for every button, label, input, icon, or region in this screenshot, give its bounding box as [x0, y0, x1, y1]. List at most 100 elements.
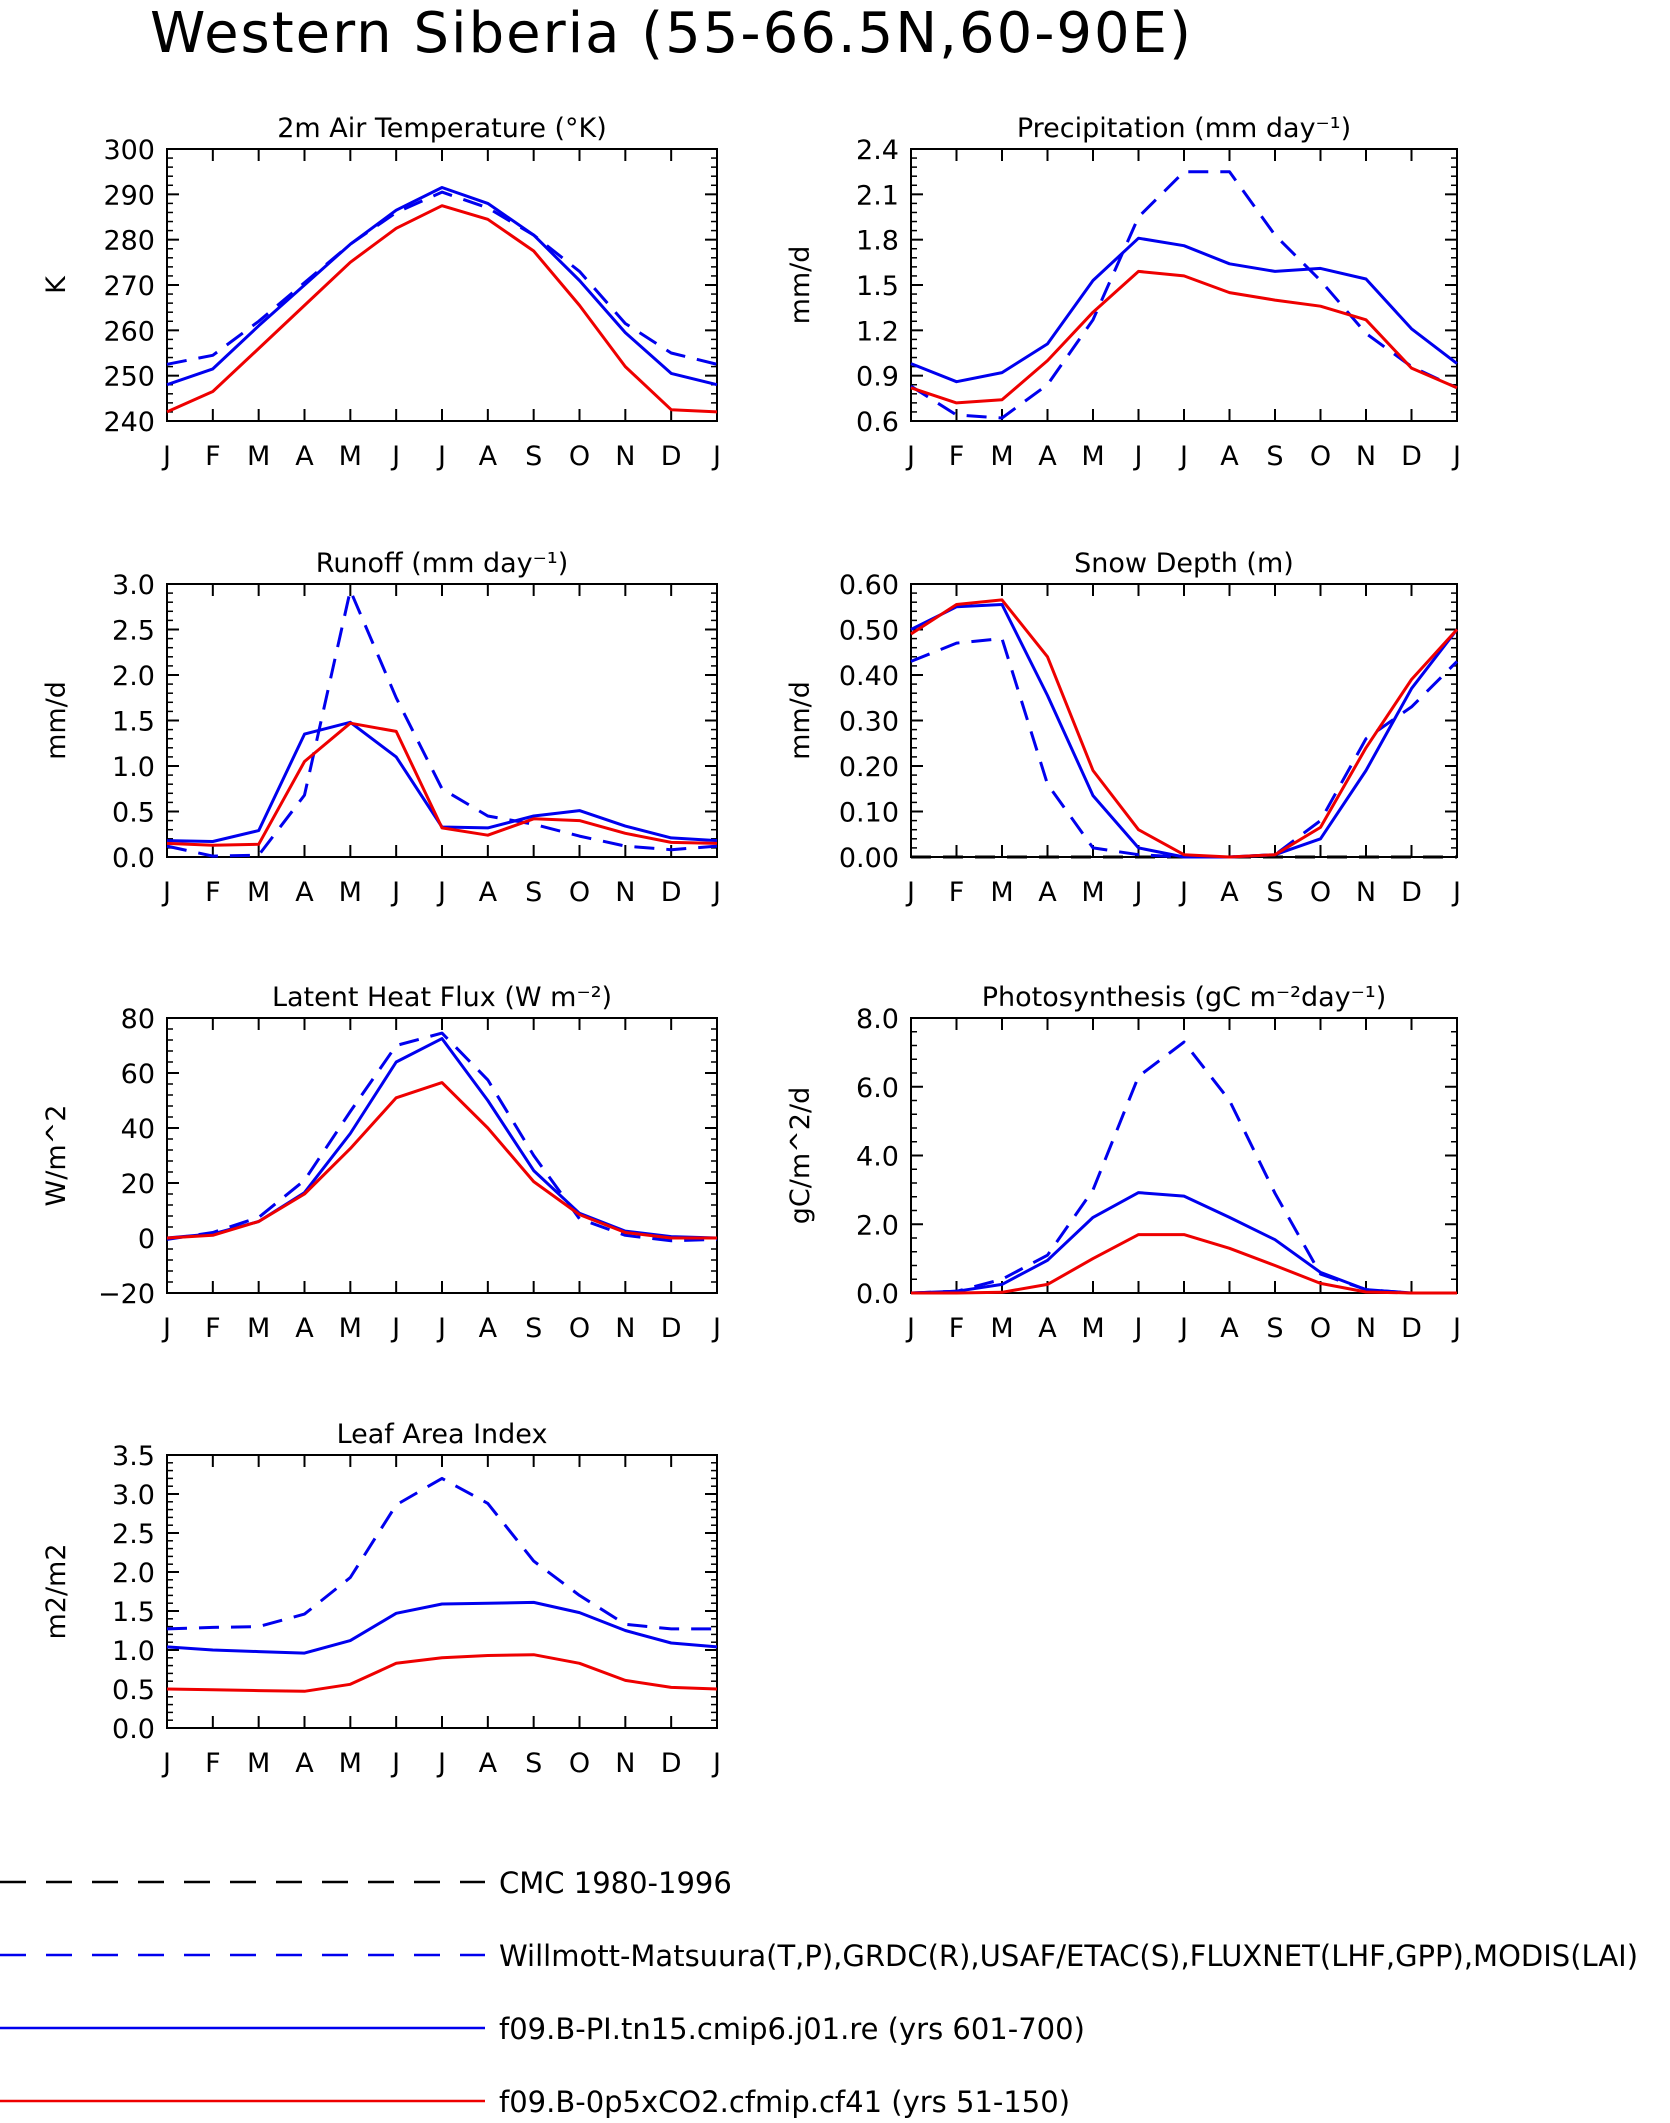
y-tick-label: 2.0 — [856, 1210, 899, 1241]
series-line-f09-b-solid — [911, 1233, 1457, 1295]
plot-frame — [910, 583, 1458, 858]
y-axis-label: mm/d — [785, 246, 816, 325]
x-tick-label: J — [711, 1748, 721, 1779]
y-tick-label: 0.10 — [839, 798, 899, 829]
x-tick-label: M — [1081, 877, 1104, 908]
chart-title: Leaf Area Index — [337, 1419, 548, 1450]
x-tick-label: N — [615, 1313, 635, 1344]
x-tick-label: J — [1451, 877, 1461, 908]
series-line-willmott-matsuura-dashed — [910, 1040, 1457, 1295]
x-tick-label: F — [949, 441, 965, 472]
x-tick-label: M — [339, 877, 362, 908]
y-tick-label: 290 — [103, 180, 155, 211]
x-tick-label: M — [1081, 441, 1104, 472]
x-tick-label: J — [161, 441, 171, 472]
plot-frame — [910, 1017, 1458, 1294]
y-tick-label: 20 — [121, 1169, 155, 1200]
x-tick-label: J — [436, 441, 446, 472]
y-tick-label: 0.9 — [856, 362, 899, 393]
chart-2m-air-temperature: 2m Air Temperature (°K) 240 250 260 270 280 29… — [41, 113, 721, 472]
y-tick-label: 0.0 — [856, 1279, 899, 1310]
x-tick-label: N — [1356, 441, 1376, 472]
y-axis-label: W/m^2 — [41, 1105, 72, 1207]
y-tick-label: 270 — [103, 271, 155, 302]
y-tick-label: 2.5 — [112, 616, 155, 647]
y-tick-label: 60 — [121, 1059, 155, 1090]
x-tick-label: N — [615, 877, 635, 908]
x-tick-label: J — [711, 441, 721, 472]
x-tick-label: J — [390, 441, 400, 472]
x-tick-label: S — [1266, 441, 1283, 472]
x-tick-label: J — [1178, 877, 1188, 908]
series-line-f09-b-solid — [166, 1600, 718, 1655]
chart-snow-depth-m: Snow Depth (m) 0.00 0.10 0.20 0.30 0.40 0.50 0.… — [785, 548, 1461, 908]
chart-panels: 2m Air Temperature (°K) 240 250 260 270 280 29… — [41, 113, 1461, 1779]
x-tick-label: F — [949, 1313, 965, 1344]
x-tick-label: D — [661, 1313, 682, 1344]
x-tick-label: D — [1401, 1313, 1422, 1344]
x-tick-label: S — [1266, 1313, 1283, 1344]
y-tick-label: 0.5 — [112, 798, 155, 829]
x-tick-label: J — [390, 1313, 400, 1344]
x-tick-label: S — [1266, 877, 1283, 908]
x-tick-label: D — [661, 1748, 682, 1779]
y-tick-label: −20 — [98, 1279, 155, 1310]
x-tick-label: A — [1038, 441, 1057, 472]
y-axis-label: gC/m^2/d — [785, 1087, 816, 1224]
y-tick-label: 240 — [103, 407, 155, 438]
y-tick-label: 0.6 — [856, 407, 899, 438]
x-tick-label: O — [1310, 441, 1331, 472]
legend: CMC 1980-1996 Willmott-Matsuura(T,P),GRDC… — [0, 1866, 1638, 2119]
x-tick-label: M — [1081, 1313, 1104, 1344]
y-tick-label: 6.0 — [856, 1073, 899, 1104]
x-tick-label: A — [479, 877, 498, 908]
x-tick-label: N — [615, 1748, 635, 1779]
series-line-f09-b-solid — [910, 1191, 1457, 1295]
x-tick-label: J — [711, 877, 721, 908]
x-tick-label: M — [247, 1748, 270, 1779]
x-tick-label: A — [1038, 877, 1057, 908]
x-tick-label: A — [295, 1313, 314, 1344]
y-tick-label: 0.20 — [839, 752, 899, 783]
series-line-willmott-matsuura-dashed — [166, 588, 718, 858]
x-tick-label: M — [247, 877, 270, 908]
x-tick-label: D — [1401, 441, 1422, 472]
series-line-f09-b-solid — [166, 1037, 718, 1240]
x-tick-label: M — [339, 1313, 362, 1344]
y-tick-label: 0.50 — [839, 616, 899, 647]
x-tick-label: O — [1310, 877, 1331, 908]
x-tick-label: J — [161, 877, 171, 908]
x-tick-label: M — [339, 1748, 362, 1779]
series-line-f09-b-solid — [166, 186, 718, 387]
legend-item: f09.B-PI.tn15.cmip6.j01.re (yrs 601-700) — [0, 2012, 1085, 2046]
series-line-f09-b-solid — [166, 1081, 717, 1240]
x-tick-label: M — [247, 1313, 270, 1344]
page-title: Western Siberia (55-66.5N,60-90E) — [150, 1, 1193, 66]
x-tick-label: J — [390, 1748, 400, 1779]
x-tick-label: D — [1401, 877, 1422, 908]
series-line-f09-b-solid — [910, 269, 1458, 405]
x-tick-label: D — [661, 877, 682, 908]
y-tick-label: 1.5 — [856, 271, 899, 302]
x-tick-label: M — [990, 441, 1013, 472]
x-tick-label: S — [525, 1313, 542, 1344]
x-tick-label: A — [479, 441, 498, 472]
legend-label: f09.B-0p5xCO2.cfmip.cf41 (yrs 51-150) — [499, 2085, 1070, 2119]
x-tick-label: A — [295, 441, 314, 472]
chart-precipitation-mm-day: Precipitation (mm day⁻¹) 0.6 0.9 1.2 1.5 1.8 2… — [785, 113, 1461, 472]
y-axis-label: mm/d — [785, 681, 816, 760]
x-tick-label: J — [436, 1313, 446, 1344]
y-tick-label: 2.5 — [112, 1519, 155, 1550]
x-tick-label: S — [525, 877, 542, 908]
x-tick-label: J — [436, 1748, 446, 1779]
legend-label: Willmott-Matsuura(T,P),GRDC(R),USAF/ETAC… — [499, 1939, 1638, 1973]
x-tick-label: J — [390, 877, 400, 908]
x-tick-label: O — [569, 1313, 590, 1344]
y-tick-label: 280 — [103, 226, 155, 257]
series-line-willmott-matsuura-dashed — [166, 1031, 718, 1243]
x-tick-label: N — [1356, 877, 1376, 908]
y-tick-label: 3.0 — [112, 1480, 155, 1511]
y-tick-label: 250 — [103, 362, 155, 393]
chart-title: Snow Depth (m) — [1074, 548, 1294, 579]
